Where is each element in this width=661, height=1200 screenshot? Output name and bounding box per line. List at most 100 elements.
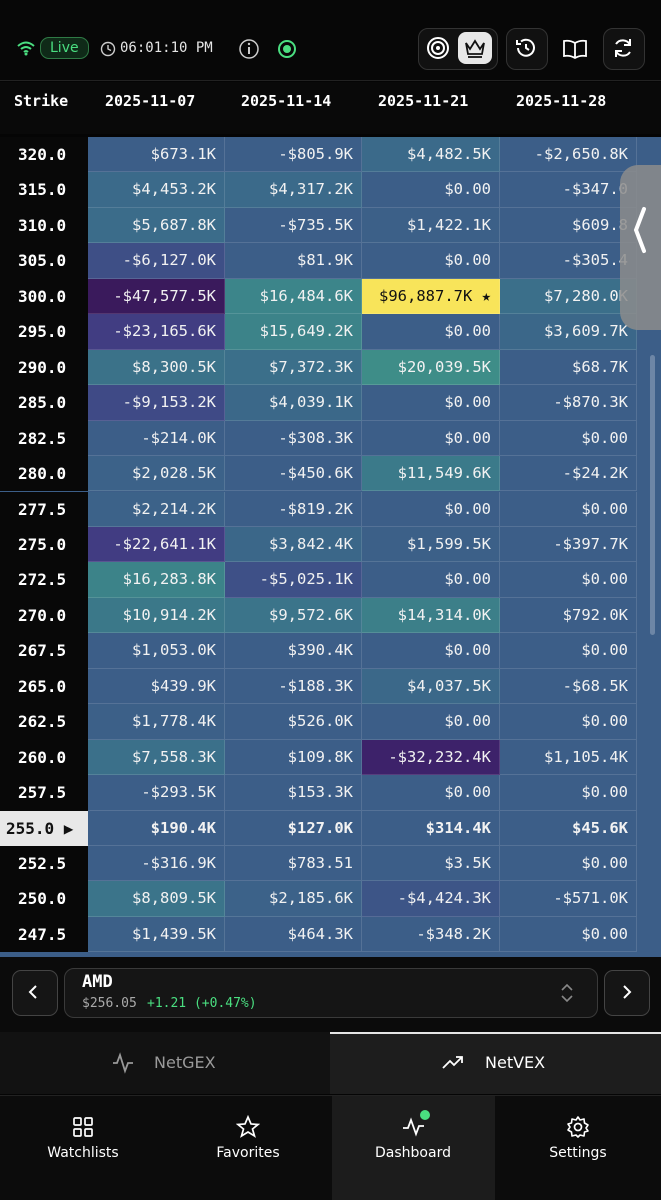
value-cell: $0.00	[500, 846, 637, 882]
tab-label: NetGEX	[154, 1053, 216, 1072]
value-cell: $81.9K	[225, 243, 362, 279]
value-cell: -$68.5K	[500, 668, 637, 705]
value-cell: -$347.0	[500, 172, 637, 208]
book-button[interactable]	[562, 38, 588, 60]
strike-cell: 275.0	[0, 526, 88, 563]
value-cell: $7,558.3K	[88, 739, 225, 776]
active-nav-bg	[332, 1096, 495, 1200]
strike-cell: 280.0	[0, 456, 88, 492]
favorites-icon[interactable]	[236, 1115, 260, 1139]
value-cell: $4,317.2K	[225, 172, 362, 208]
table-header	[0, 82, 661, 134]
value-cell: -$214.0K	[88, 420, 225, 457]
column-header: 2025-11-07	[105, 92, 196, 110]
side-panel-handle[interactable]	[620, 165, 661, 330]
ticker-change: +1.21 (+0.47%)	[147, 996, 257, 1011]
value-cell: -$571.0K	[500, 881, 637, 917]
value-cell: $7,280.0K	[500, 278, 637, 315]
next-icon	[623, 985, 632, 999]
crown-icon	[465, 39, 485, 58]
strike-cell: 260.0	[0, 739, 88, 776]
prev-ticker-button[interactable]	[12, 970, 58, 1016]
value-cell: $0.00	[362, 491, 500, 527]
strike-cell: 247.5	[0, 916, 88, 953]
value-cell: $1,105.4K	[500, 739, 637, 776]
selector-chevrons	[561, 983, 573, 1003]
value-cell: $0.00	[500, 562, 637, 598]
value-cell: $4,037.5K	[362, 668, 500, 705]
tab-label: NetVEX	[485, 1053, 546, 1072]
nav-label: Watchlists	[47, 1145, 119, 1161]
strike-cell: 267.5	[0, 633, 88, 669]
target-button[interactable]	[426, 36, 450, 60]
value-cell: $0.00	[362, 633, 500, 669]
value-cell: $0.00	[362, 704, 500, 740]
value-cell: $2,185.6K	[225, 881, 362, 917]
info-button[interactable]	[238, 38, 260, 60]
value-cell: -$870.3K	[500, 385, 637, 421]
column-header: 2025-11-14	[241, 92, 332, 110]
value-cell: $609.8	[500, 207, 637, 244]
live-badge: Live	[40, 37, 89, 59]
value-cell: $68.7K	[500, 349, 637, 386]
value-cell: $390.4K	[225, 633, 362, 669]
strike-cell: 255.0 ▶	[0, 810, 88, 846]
wifi-icon	[17, 41, 35, 56]
crown-button[interactable]	[458, 32, 492, 64]
value-cell: $10,914.2K	[88, 597, 225, 634]
value-cell: -$819.2K	[225, 491, 362, 527]
value-cell: $190.4K	[88, 810, 225, 846]
strike-cell: 290.0	[0, 349, 88, 386]
history-icon	[516, 38, 535, 57]
nav-label: Settings	[549, 1145, 607, 1161]
value-cell: -$735.5K	[225, 207, 362, 244]
value-cell: $0.00	[500, 916, 637, 953]
value-cell: -$188.3K	[225, 668, 362, 705]
value-cell: $0.00	[362, 243, 500, 279]
value-cell: -$32,232.4K	[362, 739, 500, 776]
nav-label: Dashboard	[375, 1145, 451, 1161]
strike-cell: 285.0	[0, 385, 88, 421]
value-cell: $7,372.3K	[225, 349, 362, 386]
netvex-tab[interactable]	[330, 1032, 661, 1094]
value-cell: -$305.4	[500, 243, 637, 279]
next-ticker-button[interactable]	[604, 970, 650, 1016]
value-cell: $439.9K	[88, 668, 225, 705]
nav-label: Favorites	[216, 1145, 280, 1161]
refresh-button[interactable]	[603, 28, 645, 70]
value-cell: $1,439.5K	[88, 916, 225, 953]
watchlists-icon[interactable]	[72, 1116, 94, 1138]
value-cell: -$4,424.3K	[362, 881, 500, 917]
value-cell: $11,549.6K	[362, 456, 500, 492]
value-cell: $526.0K	[225, 704, 362, 740]
value-cell: -$316.9K	[88, 846, 225, 882]
value-cell: $314.4K	[362, 810, 500, 846]
value-cell: $127.0K	[225, 810, 362, 846]
value-cell: -$2,650.8K	[500, 137, 637, 173]
netgex-icon	[113, 1052, 133, 1074]
value-cell: $1,778.4K	[88, 704, 225, 740]
value-cell: $4,482.5K	[362, 137, 500, 173]
prev-icon	[28, 985, 37, 999]
value-cell: $0.00	[500, 491, 637, 527]
value-cell: $792.0K	[500, 597, 637, 634]
strike-cell: 282.5	[0, 420, 88, 457]
value-cell: $464.3K	[225, 916, 362, 953]
netvex-icon	[442, 1056, 463, 1069]
strike-cell: 262.5	[0, 704, 88, 740]
column-header: Strike	[14, 92, 69, 110]
strike-table: 320.0 $673.1K -$805.9K $4,482.5K -$2,650.8K 3…	[0, 137, 661, 957]
value-cell: -$47,577.5K	[88, 278, 225, 315]
value-cell: $5,687.8K	[88, 207, 225, 244]
value-cell: $14,314.0K	[362, 597, 500, 634]
value-cell: -$397.7K	[500, 526, 637, 563]
netgex-tab[interactable]	[0, 1032, 330, 1094]
value-cell: $9,572.6K	[225, 597, 362, 634]
value-cell: $2,214.2K	[88, 491, 225, 527]
settings-icon[interactable]	[566, 1115, 590, 1139]
value-cell: $1,599.5K	[362, 526, 500, 563]
ticker-selector[interactable]	[64, 968, 598, 1018]
value-cell: -$308.3K	[225, 420, 362, 457]
column-header: 2025-11-21	[378, 92, 469, 110]
dashboard-icon[interactable]	[401, 1108, 433, 1140]
